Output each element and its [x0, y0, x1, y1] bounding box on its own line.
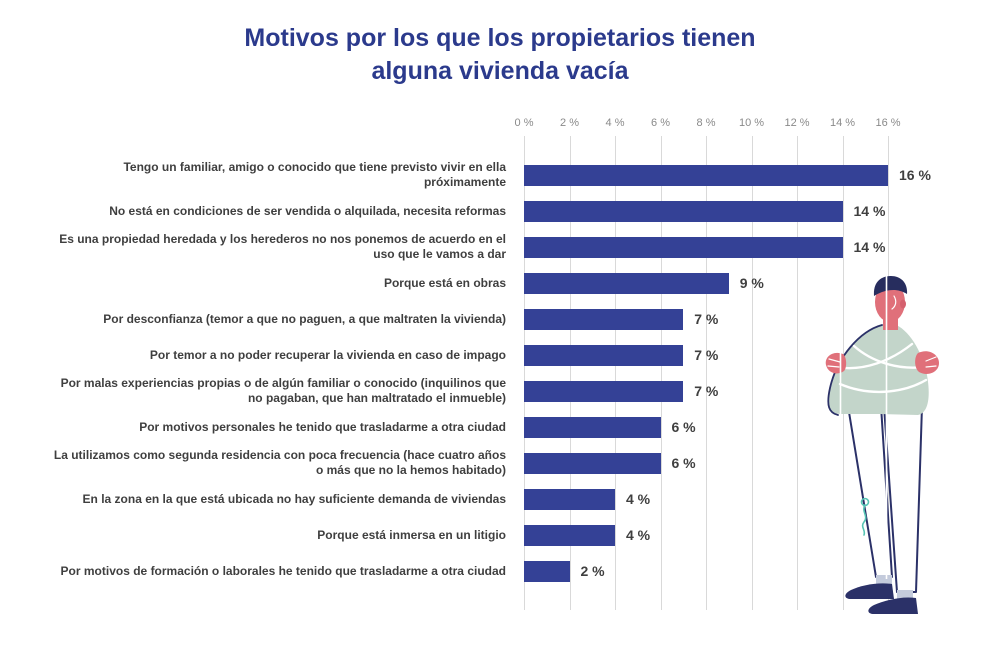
x-axis-tick-label: 12 %	[784, 117, 810, 129]
category-label: Porque está inmersa en un litigio	[317, 527, 506, 542]
bar	[524, 380, 684, 402]
gridline	[751, 136, 753, 610]
person-hair	[873, 276, 908, 296]
bar-row: Por motivos personales he tenido que tra…	[0, 409, 1000, 445]
key-charm-icon	[860, 497, 870, 536]
x-axis-tick-label: 8 %	[696, 117, 716, 129]
bar	[524, 452, 661, 474]
chart-title: Motivos por los que los propietarios tie…	[0, 22, 1000, 87]
person-shoe-right	[868, 597, 918, 614]
x-axis-tick-label: 0 %	[514, 117, 534, 129]
bar	[524, 488, 615, 510]
value-label: 4 %	[626, 527, 651, 543]
x-axis-tick-label: 14 %	[829, 117, 856, 129]
gridline	[660, 136, 662, 610]
bar-row: La utilizamos como segunda residencia co…	[0, 445, 1000, 481]
gridline-stripe-over-person	[885, 274, 888, 579]
person-face	[875, 282, 905, 322]
bar	[524, 236, 843, 258]
person-hand-left	[825, 352, 847, 374]
gridline	[797, 136, 798, 610]
person-shoe-left	[845, 583, 894, 599]
bar-row: Por motivos de formación o laborales he …	[0, 553, 1000, 589]
person-ear	[900, 299, 906, 309]
bar-row: Por temor a no poder recuperar la vivien…	[0, 337, 1000, 373]
gridline-stripe-over-person	[839, 274, 842, 579]
gridline	[706, 136, 707, 610]
person-body-outline	[827, 324, 883, 416]
chart-title-line2: alguna vivienda vacía	[371, 56, 629, 85]
bar-row: Es una propiedad heredada y los heredero…	[0, 229, 1000, 265]
category-label: Por motivos personales he tenido que tra…	[139, 419, 506, 434]
value-label: 6 %	[671, 455, 696, 471]
x-axis-tick-label: 10 %	[738, 117, 765, 129]
x-axis-tick-label: 4 %	[605, 117, 625, 129]
person-hand-right	[915, 351, 939, 374]
bar-row: Tengo un familiar, amigo o conocido que …	[0, 157, 1000, 193]
x-axis-tick-label: 16 %	[875, 117, 901, 129]
category-label: Porque está en obras	[383, 275, 506, 290]
bar	[524, 308, 684, 330]
category-label: Por temor a no poder recuperar la vivien…	[149, 347, 506, 362]
person-illustration	[825, 274, 939, 614]
bar-row: Por malas experiencias propias o de algú…	[0, 373, 1000, 409]
category-label: Es una propiedad heredada y los heredero…	[59, 232, 506, 261]
bar	[524, 560, 570, 582]
person-fingers	[827, 356, 937, 368]
person-nose-line	[891, 295, 897, 310]
gridline	[524, 136, 525, 610]
value-label: 7 %	[694, 383, 719, 399]
category-label: Por malas experiencias propias o de algú…	[60, 376, 506, 405]
bar	[524, 272, 729, 294]
bar-row: Porque está en obras 9 %	[0, 265, 1000, 301]
category-label: Por desconfianza (temor a que no paguen,…	[103, 311, 506, 326]
bar-row: En la zona en la que está ubicada no hay…	[0, 481, 1000, 517]
value-label: 14 %	[853, 203, 886, 219]
value-label: 2 %	[580, 563, 605, 579]
value-label: 7 %	[694, 311, 719, 327]
bar	[524, 164, 888, 186]
value-label: 4 %	[626, 491, 651, 507]
category-label: Por motivos de formación o laborales he …	[60, 563, 506, 578]
chart-title-line1: Motivos por los que los propietarios tie…	[244, 24, 756, 52]
value-label: 16 %	[899, 167, 931, 183]
category-label: La utilizamos como segunda residencia co…	[53, 448, 506, 477]
gridline	[615, 136, 616, 610]
value-label: 7 %	[694, 347, 719, 363]
x-axis-tick-label: 6 %	[651, 117, 670, 129]
bar	[524, 524, 615, 546]
bar	[524, 344, 684, 366]
value-label: 9 %	[739, 275, 764, 291]
bar-row: Por desconfianza (temor a que no paguen,…	[0, 301, 1000, 337]
x-axis-tick-label: 2 %	[560, 117, 579, 129]
gridline	[569, 136, 571, 610]
bar-row: No está en condiciones de ser vendida o …	[0, 193, 1000, 229]
bar	[524, 416, 661, 438]
value-label: 14 %	[853, 239, 886, 255]
bar-row: Porque está inmersa en un litigio 4 %	[0, 517, 1000, 553]
category-label: No está en condiciones de ser vendida o …	[109, 203, 506, 218]
bar	[524, 200, 843, 222]
value-label: 6 %	[671, 419, 696, 435]
category-label: Tengo un familiar, amigo o conocido que …	[123, 160, 506, 189]
category-label: En la zona en la que está ubicada no hay…	[82, 491, 506, 506]
